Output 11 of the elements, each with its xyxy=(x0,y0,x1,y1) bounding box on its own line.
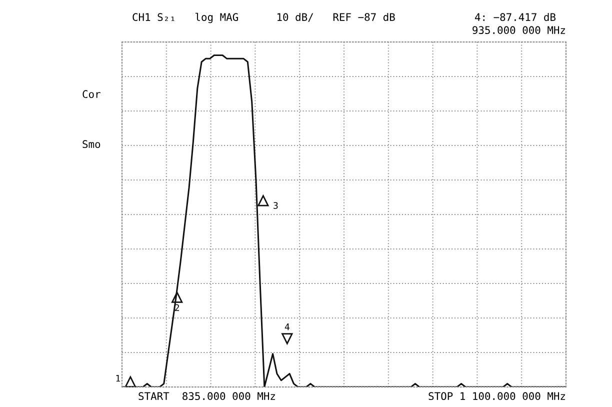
text: 4: −87.417 dB xyxy=(474,12,556,22)
text: START 835.000 000 MHz xyxy=(138,392,275,400)
annotation: 2 xyxy=(175,304,180,311)
text: 935.000 000 MHz xyxy=(472,26,566,34)
text: 1 xyxy=(116,374,120,382)
annotation: 3 xyxy=(274,202,278,209)
annotation: 4 xyxy=(284,324,290,330)
text: STOP 1 100.000 000 MHz xyxy=(428,392,566,400)
chart-title: CH1 S₂₁ log MAG 10 dB/ REF −87 dB xyxy=(132,12,395,24)
text: Smo xyxy=(82,140,100,148)
text: Cor xyxy=(82,90,100,98)
